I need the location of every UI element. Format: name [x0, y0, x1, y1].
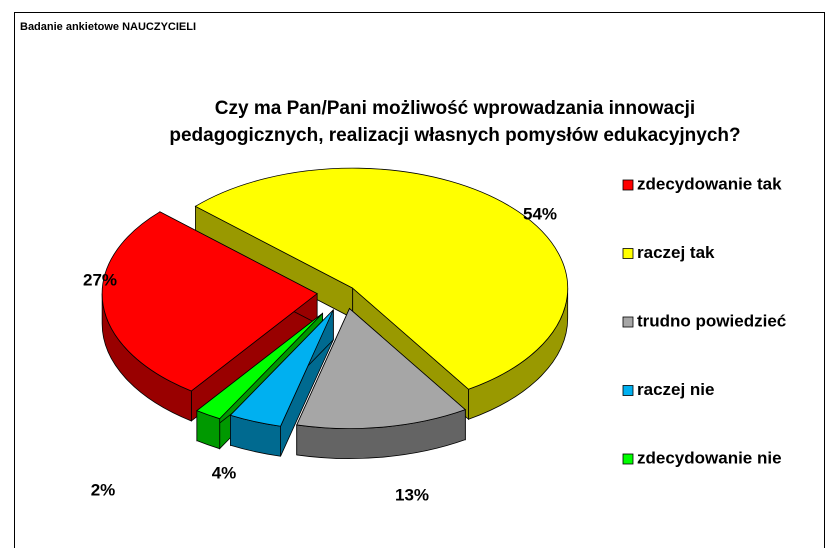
slice [196, 313, 323, 420]
slice [229, 309, 334, 427]
legend-label: raczej nie [637, 380, 715, 399]
legend-label: raczej tak [637, 243, 715, 262]
legend-label: zdecydowanie nie [637, 448, 782, 467]
legend-label: trudno powiedzieć [637, 311, 786, 330]
legend-swatch [622, 316, 634, 328]
data-label: 54% [523, 204, 557, 223]
header: Badanie ankietowe NAUCZYCIELI [20, 21, 197, 33]
slice [296, 307, 467, 429]
legend-label: zdecydowanie tak [637, 174, 782, 193]
data-label: 13% [395, 485, 429, 504]
legend-swatch [622, 385, 634, 396]
slice [194, 167, 569, 390]
frame [14, 12, 825, 548]
slice [101, 211, 318, 392]
legend-swatch [622, 248, 634, 259]
chart-title: Czy ma Pan/Pani możliwość wprowadzania i… [169, 98, 741, 146]
data-label: 2% [91, 480, 116, 499]
legend-swatch [622, 179, 634, 191]
legend-swatch [622, 453, 634, 465]
data-label: 4% [212, 463, 237, 482]
data-label: 27% [83, 270, 117, 289]
